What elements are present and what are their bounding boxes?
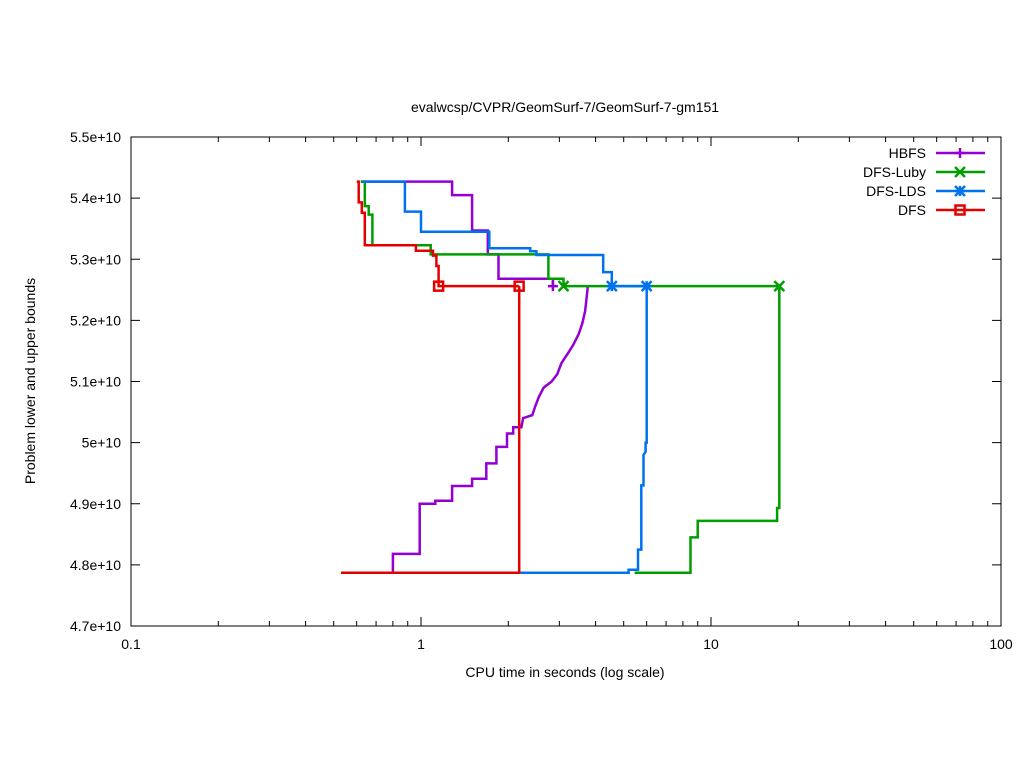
dfs-upper-bound-line (356, 180, 520, 288)
dfs-lds-lower-bound-line (520, 286, 648, 575)
chart-title: evalwcsp/CVPR/GeomSurf-7/GeomSurf-7-gm15… (411, 99, 719, 115)
legend-label-hbfs: HBFS (889, 145, 926, 161)
y-axis-label: Problem lower and upper bounds (22, 278, 38, 484)
series-lines (341, 180, 786, 575)
star-marker (605, 280, 618, 293)
legend-label-dfs-lds: DFS-LDS (866, 183, 926, 199)
legend-label-dfs: DFS (898, 202, 926, 218)
dfs-luby-upper-bound-line (360, 180, 780, 288)
y-tick-label: 4.8e+10 (70, 557, 121, 573)
marker-stroke (954, 166, 966, 178)
marker-stroke (432, 280, 445, 292)
y-tick-label: 4.7e+10 (70, 618, 121, 634)
marker-stroke (557, 280, 570, 293)
dfs-luby-lower-bound-line (634, 286, 781, 575)
hbfs-lower-bound-line (391, 285, 590, 573)
x-marker (557, 280, 570, 293)
legend-label-dfs-luby: DFS-Luby (863, 164, 926, 180)
plot-frame (130, 136, 1002, 627)
y-tick-label: 5.4e+10 (70, 190, 121, 206)
marker-stroke (954, 204, 966, 216)
x-axis-label: CPU time in seconds (log scale) (465, 664, 664, 680)
hbfs-upper-bound-line (360, 180, 555, 287)
legend: HBFS DFS-Luby DFS-LDS DFS (863, 145, 985, 218)
square-marker (432, 280, 445, 292)
x-tick-label: 100 (989, 636, 1013, 652)
y-tick-label: 5.2e+10 (70, 312, 121, 328)
star-marker (954, 185, 966, 197)
x-marker (954, 166, 966, 178)
x-tick-label: 1 (417, 636, 425, 652)
y-tick-label: 5.5e+10 (70, 129, 121, 145)
plus-marker (547, 281, 558, 292)
y-tick-label: 5.1e+10 (70, 374, 121, 390)
axis-ticks: 4.7e+10 4.8e+10 4.9e+10 5e+10 5.1e+10 5.2e+10… (70, 129, 1013, 652)
plus-marker (955, 148, 965, 158)
marker-stroke (605, 280, 618, 293)
marker-stroke (954, 185, 966, 197)
y-tick-label: 5e+10 (82, 435, 122, 451)
y-tick-label: 5.3e+10 (70, 251, 121, 267)
dfs-lower-bound-line (341, 286, 521, 575)
square-marker (954, 204, 966, 216)
x-tick-label: 10 (703, 636, 719, 652)
y-tick-label: 4.9e+10 (70, 496, 121, 512)
dfs-lds-upper-bound-line (362, 180, 647, 288)
x-tick-label: 0.1 (121, 636, 141, 652)
